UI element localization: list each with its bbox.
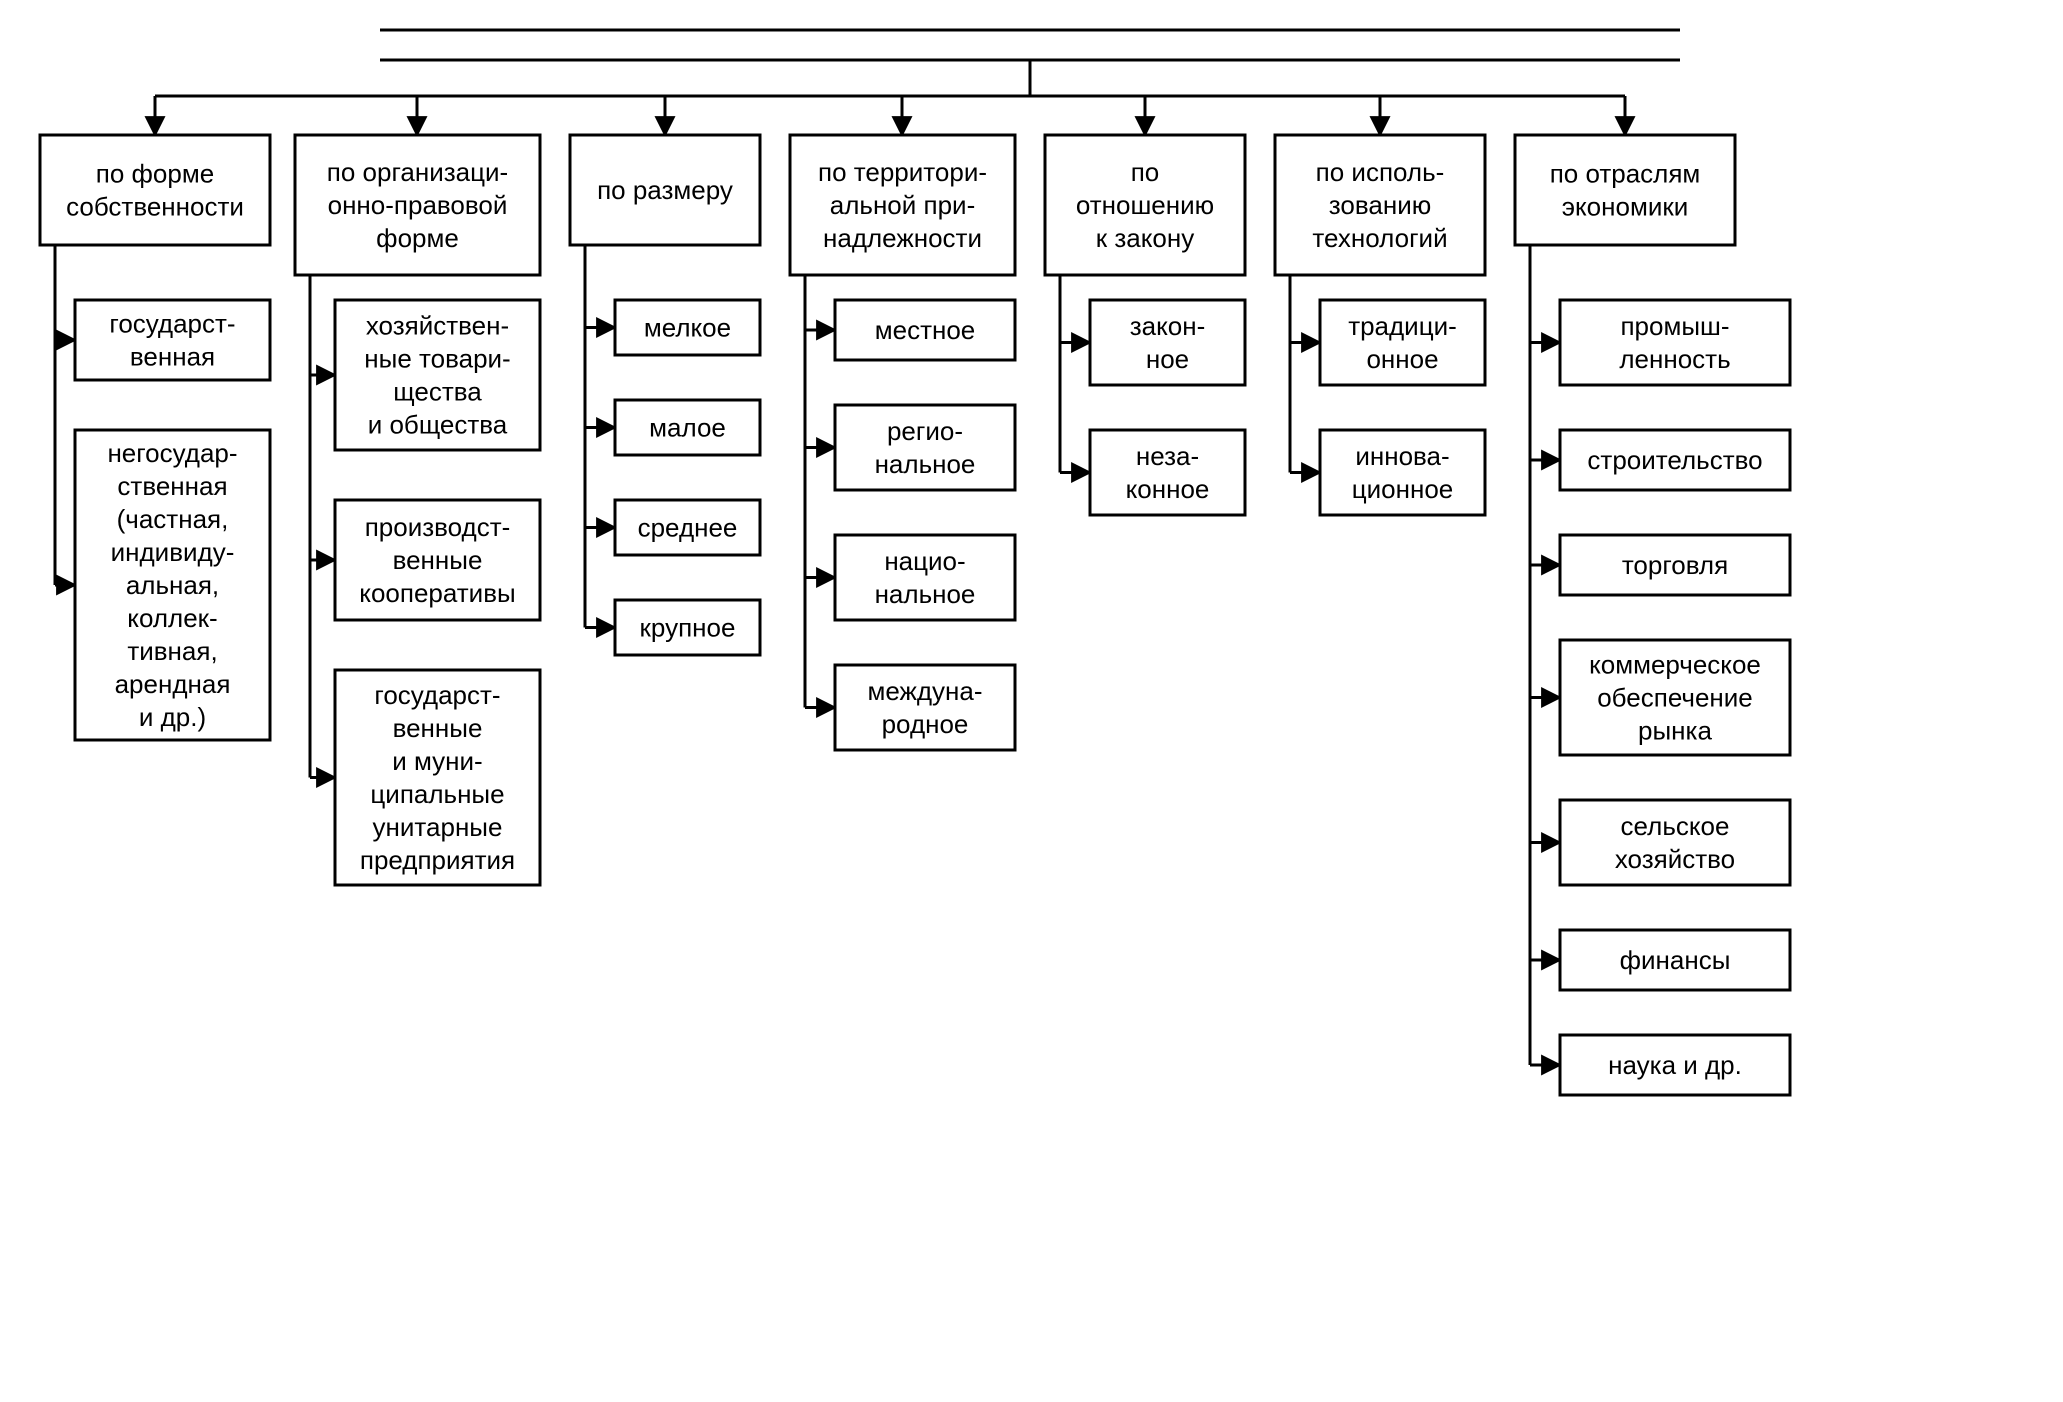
header-label-law: по bbox=[1131, 157, 1160, 187]
item-label-legal_form-0: хозяйствен- bbox=[366, 311, 509, 341]
item-label-size-3: крупное bbox=[640, 613, 736, 643]
item-label-legal_form-1: венные bbox=[393, 545, 483, 575]
item-label-industry-2: торговля bbox=[1622, 550, 1728, 580]
item-label-industry-3: рынка bbox=[1638, 716, 1712, 746]
header-label-legal_form: онно-правовой bbox=[328, 190, 508, 220]
item-label-territory-0: местное bbox=[875, 315, 976, 345]
header-label-legal_form: форме bbox=[376, 223, 459, 253]
item-label-ownership-1: коллек- bbox=[127, 603, 217, 633]
item-label-ownership-0: государст- bbox=[109, 309, 235, 339]
header-label-territory: надлежности bbox=[823, 223, 982, 253]
item-label-industry-3: коммерческое bbox=[1589, 650, 1761, 680]
item-label-legal_form-2: унитарные bbox=[373, 812, 503, 842]
item-label-ownership-0: венная bbox=[130, 342, 215, 372]
item-label-ownership-1: тивная, bbox=[127, 636, 217, 666]
header-label-territory: альной при- bbox=[830, 190, 975, 220]
item-label-tech-0: онное bbox=[1366, 344, 1438, 374]
item-label-industry-4: хозяйство bbox=[1615, 844, 1735, 874]
item-label-ownership-1: негосудар- bbox=[107, 438, 237, 468]
header-label-legal_form: по организаци- bbox=[327, 157, 508, 187]
item-label-industry-4: сельское bbox=[1621, 811, 1730, 841]
item-label-legal_form-0: и общества bbox=[368, 410, 508, 440]
item-label-ownership-1: альная, bbox=[126, 570, 219, 600]
item-label-territory-3: родное bbox=[882, 709, 969, 739]
item-label-legal_form-2: государст- bbox=[374, 680, 500, 710]
item-label-tech-1: иннова- bbox=[1355, 441, 1449, 471]
item-label-ownership-1: индивиду- bbox=[111, 537, 235, 567]
header-label-law: отношению bbox=[1076, 190, 1214, 220]
item-label-law-0: закон- bbox=[1130, 311, 1206, 341]
item-label-industry-3: обеспечение bbox=[1597, 683, 1753, 713]
header-label-law: к закону bbox=[1096, 223, 1194, 253]
header-label-size: по размеру bbox=[597, 175, 733, 205]
item-label-territory-3: междуна- bbox=[867, 676, 982, 706]
item-label-legal_form-0: щества bbox=[393, 377, 482, 407]
item-label-legal_form-1: кооперативы bbox=[359, 578, 515, 608]
item-label-legal_form-2: ципальные bbox=[370, 779, 504, 809]
header-industry bbox=[1515, 135, 1735, 245]
item-label-territory-2: нацио- bbox=[884, 546, 965, 576]
item-label-legal_form-2: венные bbox=[393, 713, 483, 743]
item-label-legal_form-1: производст- bbox=[365, 512, 511, 542]
item-label-legal_form-0: ные товари- bbox=[364, 344, 510, 374]
item-label-industry-1: строительство bbox=[1587, 445, 1762, 475]
item-label-size-2: среднее bbox=[638, 513, 738, 543]
item-label-ownership-1: арендная bbox=[115, 669, 231, 699]
item-label-tech-1: ционное bbox=[1352, 474, 1454, 504]
item-label-legal_form-2: предприятия bbox=[360, 845, 515, 875]
item-label-law-1: неза- bbox=[1136, 441, 1199, 471]
item-label-industry-0: промыш- bbox=[1620, 311, 1729, 341]
item-label-size-0: мелкое bbox=[644, 313, 731, 343]
header-ownership bbox=[40, 135, 270, 245]
header-label-ownership: по форме bbox=[96, 159, 214, 189]
item-label-territory-1: нальное bbox=[875, 449, 976, 479]
header-label-territory: по территори- bbox=[818, 157, 987, 187]
item-label-tech-0: традици- bbox=[1348, 311, 1457, 341]
item-label-territory-1: регио- bbox=[887, 416, 963, 446]
header-label-tech: зованию bbox=[1329, 190, 1431, 220]
item-label-legal_form-2: и муни- bbox=[392, 746, 482, 776]
item-label-industry-6: наука и др. bbox=[1608, 1050, 1742, 1080]
boxes-layer bbox=[40, 135, 1790, 1095]
item-label-industry-0: ленность bbox=[1619, 344, 1730, 374]
item-label-law-1: конное bbox=[1126, 474, 1210, 504]
item-label-ownership-1: и др.) bbox=[139, 702, 206, 732]
header-label-industry: экономики bbox=[1562, 192, 1689, 222]
header-label-tech: технологий bbox=[1312, 223, 1447, 253]
item-label-ownership-1: ственная bbox=[117, 471, 227, 501]
header-label-tech: по исполь- bbox=[1316, 157, 1445, 187]
item-label-size-1: малое bbox=[649, 413, 726, 443]
header-label-industry: по отраслям bbox=[1550, 159, 1701, 189]
item-label-industry-5: финансы bbox=[1620, 945, 1731, 975]
header-label-ownership: собственности bbox=[66, 192, 244, 222]
item-label-territory-2: нальное bbox=[875, 579, 976, 609]
classification-diagram: по формесобственностигосударст-веннаянег… bbox=[0, 0, 2063, 1402]
item-label-ownership-1: (частная, bbox=[117, 504, 229, 534]
item-label-law-0: ное bbox=[1146, 344, 1189, 374]
